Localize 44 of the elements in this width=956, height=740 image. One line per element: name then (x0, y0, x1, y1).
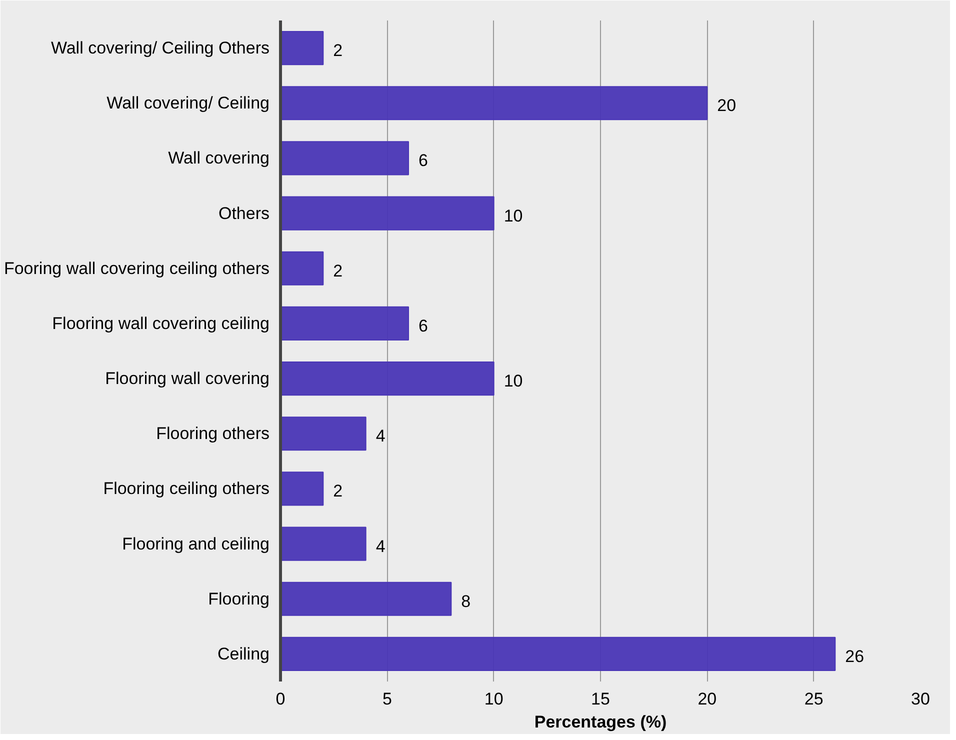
y-tick-label: Fooring wall covering ceiling others (4, 258, 270, 278)
data-label: 2 (333, 482, 343, 501)
x-tick-label: 25 (804, 690, 824, 708)
bar (280, 362, 494, 396)
x-tick-label: 15 (591, 690, 610, 708)
bar (280, 472, 324, 506)
x-tick-label: 5 (382, 690, 392, 708)
bar (280, 306, 409, 340)
y-tick-label: Flooring (208, 589, 270, 608)
y-tick-label: Flooring wall covering ceiling (52, 314, 270, 333)
data-label: 10 (504, 372, 523, 391)
bar (280, 582, 452, 616)
data-label: 8 (461, 592, 471, 611)
bar (280, 196, 494, 230)
data-label: 26 (845, 646, 864, 666)
bar (280, 86, 708, 120)
data-label: 4 (376, 536, 386, 556)
y-tick-label: Wall covering/ Ceiling Others (50, 38, 270, 58)
data-label: 2 (333, 41, 343, 60)
y-tick-label: Flooring others (156, 424, 270, 444)
y-tick-label: Wall covering (168, 148, 270, 168)
bar (280, 416, 366, 451)
data-label: 20 (717, 96, 736, 116)
bar (280, 526, 366, 561)
x-tick-label: 10 (484, 690, 504, 708)
data-label: 10 (504, 206, 523, 226)
y-tick-label: Flooring and ceiling (122, 534, 270, 554)
data-label: 6 (418, 316, 428, 336)
y-tick-label: Flooring wall covering (105, 369, 270, 388)
x-tick-label: 30 (911, 690, 930, 708)
bar (280, 636, 836, 671)
x-tick-label: 0 (276, 690, 286, 708)
y-tick-label: Flooring ceiling others (103, 479, 270, 498)
bar (280, 31, 324, 66)
x-axis-title: Percentages (%) (534, 712, 667, 732)
bar (280, 141, 409, 176)
y-tick-label: Wall covering/ Ceiling (106, 94, 270, 113)
y-tick-label: Others (218, 204, 270, 223)
data-label: 2 (333, 261, 343, 280)
y-tick-label: Ceiling (218, 644, 270, 664)
data-label: 6 (418, 151, 428, 170)
x-tick-label: 20 (698, 690, 717, 708)
bar (280, 251, 324, 286)
data-label: 4 (376, 426, 386, 446)
